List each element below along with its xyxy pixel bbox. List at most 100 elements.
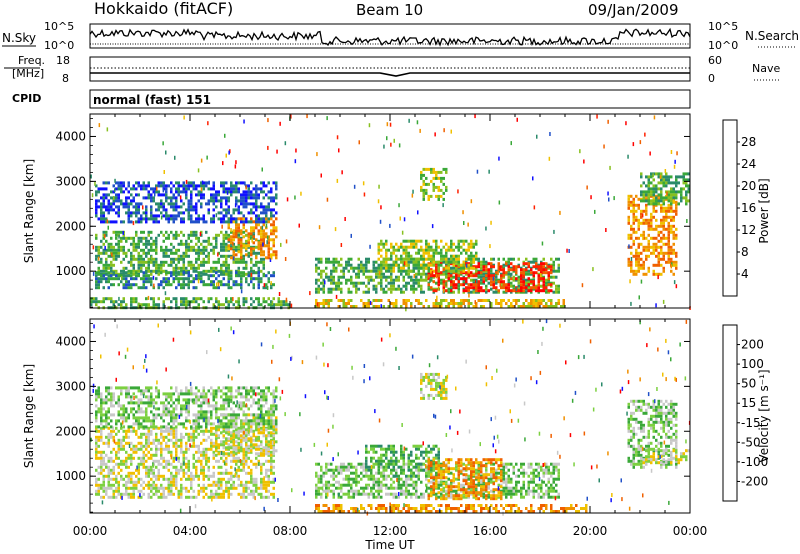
heatmap-cell xyxy=(427,283,430,287)
heatmap-cell xyxy=(435,271,438,275)
heatmap-cell xyxy=(260,483,263,487)
heatmap-cell xyxy=(197,184,200,188)
heatmap-cell xyxy=(137,242,140,246)
heatmap-cell xyxy=(244,181,246,186)
heatmap-cell xyxy=(465,277,468,281)
heatmap-cell xyxy=(197,477,200,481)
heatmap-cell xyxy=(217,465,220,469)
heatmap-cell xyxy=(545,290,548,294)
heatmap-cell xyxy=(242,230,245,234)
heatmap-cell xyxy=(145,297,148,301)
heatmap-cell xyxy=(477,271,480,275)
heatmap-cell xyxy=(267,483,270,487)
heatmap-cell xyxy=(512,278,515,282)
heatmap-cell xyxy=(175,303,178,307)
heatmap-cell xyxy=(462,269,465,273)
heatmap-cell xyxy=(237,187,240,191)
heatmap-cell xyxy=(232,184,235,188)
heatmap-cell xyxy=(267,247,270,251)
heatmap-cell xyxy=(102,233,105,237)
heatmap-cell xyxy=(122,477,125,481)
heatmap-cell xyxy=(117,441,120,445)
heatmap-cell xyxy=(127,184,130,188)
heatmap-cell xyxy=(647,181,650,185)
heatmap-cell xyxy=(502,283,505,287)
heatmap-cell xyxy=(100,187,103,191)
heatmap-cell xyxy=(112,477,115,481)
heatmap-cell xyxy=(427,305,430,308)
heatmap-cell xyxy=(147,217,150,221)
heatmap-cell xyxy=(472,254,475,258)
heatmap-cell xyxy=(242,244,245,248)
heatmap-cell xyxy=(215,483,218,487)
heatmap-cell xyxy=(278,292,281,296)
heatmap-cell xyxy=(245,272,248,276)
heatmap-cell xyxy=(465,289,468,293)
heatmap-cell xyxy=(672,248,675,252)
heatmap-cell xyxy=(550,299,553,302)
heatmap-cell xyxy=(110,236,113,240)
heatmap-cell xyxy=(152,214,155,218)
heatmap-cell xyxy=(240,286,243,290)
heatmap-cell xyxy=(367,287,370,291)
heatmap-cell xyxy=(95,184,98,188)
heatmap-cell xyxy=(375,305,378,308)
heatmap-cell xyxy=(647,178,650,182)
heatmap-cell xyxy=(402,239,405,243)
heatmap-cell xyxy=(207,483,210,487)
heatmap-cell xyxy=(657,181,660,185)
heatmap-cell xyxy=(162,477,165,481)
heatmap-cell xyxy=(267,253,270,257)
heatmap-cell xyxy=(207,242,210,246)
heatmap-cell xyxy=(155,486,158,490)
heatmap-cell xyxy=(465,271,468,275)
heatmap-cell xyxy=(155,271,158,275)
heatmap-cell xyxy=(210,297,213,301)
heatmap-cell xyxy=(145,184,148,188)
heatmap-cell xyxy=(407,257,410,261)
heatmap-cell xyxy=(202,450,205,454)
heatmap-cell xyxy=(427,251,430,255)
heatmap-cell xyxy=(170,474,173,478)
heatmap-cell xyxy=(645,199,648,203)
heatmap-cell xyxy=(202,280,205,284)
heatmap-cell xyxy=(502,263,505,267)
heatmap-cell xyxy=(165,184,168,188)
heatmap-cell xyxy=(227,254,230,258)
heatmap-cell xyxy=(122,274,125,278)
heatmap-cell xyxy=(559,210,561,215)
heatmap-cell xyxy=(120,462,123,466)
heatmap-cell xyxy=(557,284,560,288)
heatmap-cell xyxy=(340,263,343,267)
heatmap-cell xyxy=(202,429,205,433)
heatmap-cell xyxy=(447,260,450,264)
heatmap-cell xyxy=(165,495,168,499)
heatmap-cell xyxy=(110,269,113,273)
heatmap-cell xyxy=(247,492,250,496)
heatmap-cell xyxy=(147,486,150,490)
heatmap-cell xyxy=(130,486,133,490)
heatmap-cell xyxy=(665,242,668,246)
heatmap-cell xyxy=(150,248,153,252)
heatmap-cell xyxy=(217,199,220,203)
heatmap-cell xyxy=(332,263,335,267)
heatmap-cell xyxy=(225,269,228,273)
heatmap-cell xyxy=(165,214,168,218)
heatmap-cell xyxy=(507,260,510,264)
heatmap-cell xyxy=(317,305,320,308)
heatmap-cell xyxy=(125,202,128,206)
heatmap-cell xyxy=(255,263,258,267)
heatmap-cell xyxy=(100,217,103,221)
heatmap-cell xyxy=(240,422,243,426)
heatmap-cell xyxy=(112,277,115,281)
heatmap-cell xyxy=(200,184,203,188)
heatmap-cell xyxy=(207,474,210,478)
heatmap-cell xyxy=(240,429,243,433)
heatmap-cell xyxy=(672,224,675,228)
heatmap-cell xyxy=(107,432,110,436)
heatmap-cell xyxy=(100,450,103,454)
heatmap-cell xyxy=(137,181,140,185)
heatmap-cell xyxy=(247,193,250,197)
heatmap-cell xyxy=(492,257,495,261)
heatmap-cell xyxy=(235,300,238,304)
